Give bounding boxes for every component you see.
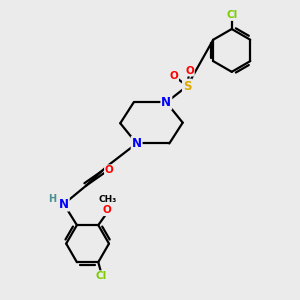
Text: CH₃: CH₃	[99, 195, 117, 204]
Text: S: S	[183, 80, 191, 93]
Text: N: N	[132, 137, 142, 150]
Text: O: O	[103, 205, 112, 215]
Text: N: N	[161, 96, 171, 109]
Text: Cl: Cl	[96, 271, 107, 281]
Text: N: N	[59, 198, 69, 211]
Text: O: O	[169, 71, 178, 81]
Text: O: O	[185, 66, 194, 76]
Text: Cl: Cl	[226, 10, 237, 20]
Text: O: O	[105, 165, 114, 175]
Text: H: H	[48, 194, 57, 204]
